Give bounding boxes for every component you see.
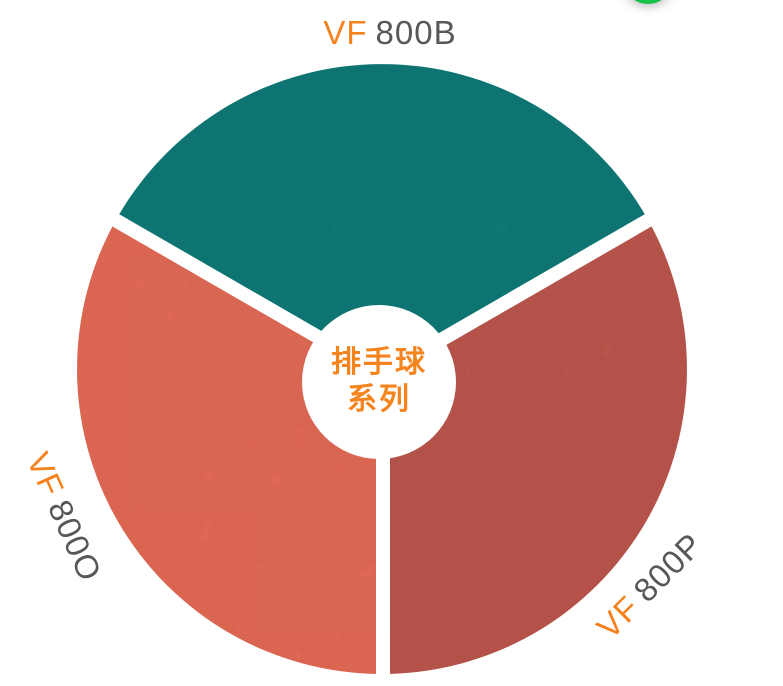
series-title: 排手球 系列 — [331, 344, 427, 418]
center-circle — [302, 305, 456, 459]
series-title-line1: 排手球 — [331, 346, 427, 379]
green-dot — [623, 0, 673, 4]
series-title-line2: 系列 — [347, 383, 411, 416]
label-vf-800b-prefix: VF — [323, 14, 368, 51]
label-vf-800b[interactable]: VF 800B — [323, 14, 456, 52]
label-vf-800b-model: 800B — [375, 14, 457, 51]
